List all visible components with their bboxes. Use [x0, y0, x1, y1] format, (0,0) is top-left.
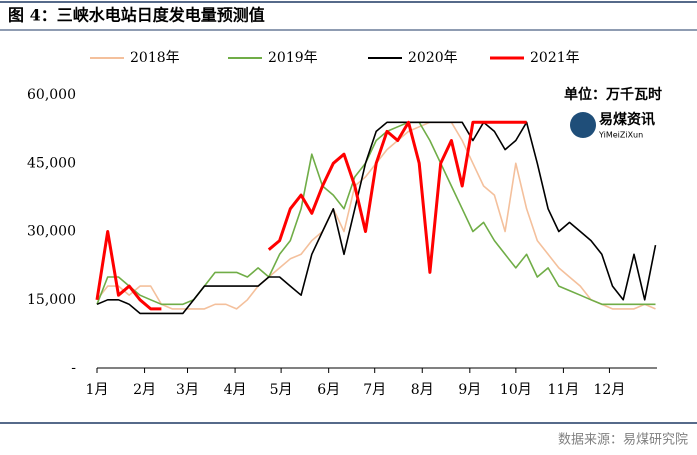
logo-text: 易煤资讯 — [599, 111, 655, 128]
series-line — [96, 121, 656, 306]
unit-note: 单位：万千瓦时 — [564, 86, 662, 103]
legend-label: 2020年 — [408, 50, 458, 66]
y-tick-label: - — [71, 360, 76, 376]
x-tick-label: 1月 — [86, 382, 109, 398]
logo-sub: YiMeiZiXun — [598, 131, 643, 140]
x-tick-label: 10月 — [500, 382, 532, 398]
series-line — [95, 120, 527, 311]
y-tick-label: 30,000 — [27, 224, 76, 240]
x-tick-label: 3月 — [176, 382, 199, 398]
x-tick-label: 11月 — [547, 382, 579, 398]
source-note: 数据来源：易煤研究院 — [558, 433, 688, 448]
legend-label: 2021年 — [530, 50, 580, 66]
x-tick-label: 6月 — [317, 382, 340, 398]
x-tick-label: 9月 — [458, 382, 481, 398]
legend-label: 2018年 — [130, 50, 180, 66]
y-tick-label: 15,000 — [27, 292, 76, 308]
logo-icon — [570, 112, 596, 138]
series-line — [96, 121, 656, 310]
series-line — [96, 121, 657, 315]
x-tick-label: 7月 — [363, 382, 386, 398]
y-tick-label: 45,000 — [27, 155, 76, 171]
x-tick-label: 8月 — [411, 382, 434, 398]
legend-label: 2019年 — [268, 50, 318, 66]
x-tick-label: 2月 — [133, 382, 156, 398]
x-tick-label: 12月 — [594, 382, 626, 398]
x-tick-label: 4月 — [224, 382, 247, 398]
x-tick-label: 5月 — [270, 382, 293, 398]
chart-title: 图 4：三峡水电站日度发电量预测值 — [8, 6, 265, 25]
y-tick-label: 60,000 — [27, 87, 76, 103]
